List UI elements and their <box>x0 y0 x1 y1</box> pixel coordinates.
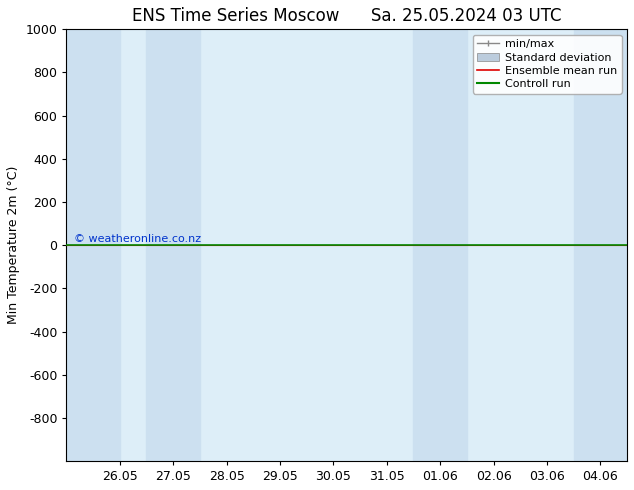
Bar <box>146 29 200 461</box>
Bar <box>574 29 627 461</box>
Y-axis label: Min Temperature 2m (°C): Min Temperature 2m (°C) <box>7 166 20 324</box>
Bar <box>413 29 467 461</box>
Title: ENS Time Series Moscow      Sa. 25.05.2024 03 UTC: ENS Time Series Moscow Sa. 25.05.2024 03… <box>132 7 562 25</box>
Legend: min/max, Standard deviation, Ensemble mean run, Controll run: min/max, Standard deviation, Ensemble me… <box>472 35 621 94</box>
Bar <box>67 29 120 461</box>
Text: © weatheronline.co.nz: © weatheronline.co.nz <box>74 234 202 245</box>
